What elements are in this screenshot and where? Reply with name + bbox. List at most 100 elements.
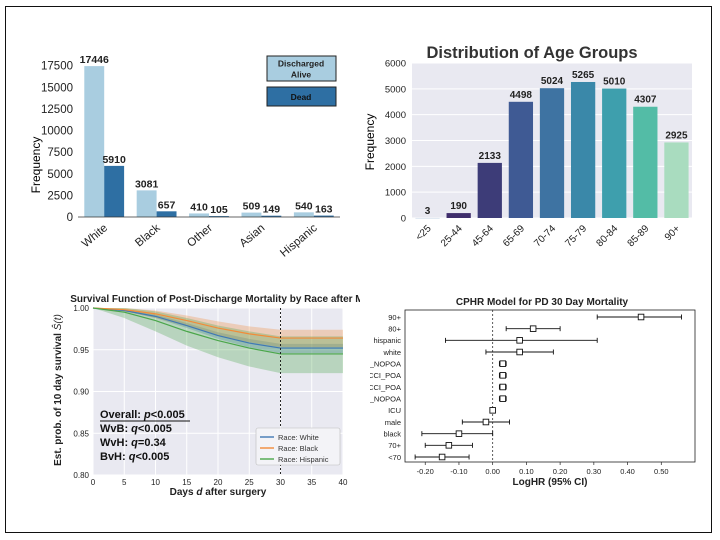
age-bar-label-9: 2925 — [665, 130, 688, 141]
forest-point-80 — [529, 325, 537, 332]
forest-row-label-70: 70+ — [388, 441, 401, 450]
bar-asian-discharged-alive — [241, 212, 262, 217]
km-legend-label-race-hispanic: Race: Hispanic — [278, 455, 329, 464]
race-y-tick-2500: 2500 — [47, 190, 73, 202]
forest-x-tick-0-20: 0.20 — [553, 467, 568, 476]
km-x-tick-30: 30 — [276, 478, 285, 487]
age-y-tick-2000: 2000 — [385, 162, 406, 173]
forest-row-label-90: 90+ — [388, 313, 401, 322]
age-x-tick-2: 25-44 — [439, 223, 465, 249]
age-x-tick-5: 70-74 — [532, 223, 558, 249]
km-y-tick-0.90: 0.90 — [73, 388, 89, 397]
bar-black-discharged-alive — [136, 190, 157, 217]
km-annotation-4: BvH: q<0.005 — [100, 451, 169, 463]
forest-row-label-cci-poa: CCI_POA — [370, 371, 401, 380]
age-chart-title: Distribution of Age Groups — [426, 44, 637, 62]
bar-label-other-dead: 105 — [210, 204, 228, 216]
km-y-tick-0.80: 0.80 — [73, 471, 89, 480]
bar-label-white-dead: 5910 — [102, 154, 126, 166]
km-y-axis-label: Est. prob. of 10 day survival Ŝ(t) — [51, 314, 64, 466]
bar-label-white-discharged-alive: 17446 — [80, 54, 109, 66]
age-bar-label-5: 5024 — [541, 76, 564, 87]
age-bar-label-2: 190 — [450, 201, 467, 212]
forest-row-label-iscci-nopoa: ISCCI_NOPOA — [370, 394, 401, 403]
km-x-tick-10: 10 — [151, 478, 160, 487]
bar-other-dead — [209, 216, 229, 217]
age-bar-label-3: 2133 — [479, 151, 502, 162]
km-y-tick-1.00: 1.00 — [73, 304, 89, 313]
race-y-tick-5000: 5000 — [47, 169, 73, 181]
age-bar-label-1: 3 — [425, 206, 431, 217]
forest-point-male — [482, 418, 490, 426]
forest-point-cci-nopoa — [499, 360, 507, 367]
age-bar-75-79 — [570, 81, 596, 218]
bar-black-dead — [156, 211, 177, 217]
legend-swatch-discharged-alive — [266, 55, 337, 82]
age-y-tick-0: 0 — [401, 214, 406, 225]
legend-swatch-dead — [266, 86, 337, 107]
forest-point-icu — [489, 407, 496, 414]
km-x-axis-label: Days d after surgery — [170, 487, 267, 498]
age-x-tick-7: 80-84 — [594, 223, 620, 249]
race-legend: Discharged Alive Dead — [266, 55, 337, 107]
bar-other-discharged-alive — [189, 213, 209, 217]
age-x-tick-4: 65-69 — [501, 223, 527, 249]
bar-asian-dead — [261, 215, 282, 217]
race-y-tick-0: 0 — [67, 212, 73, 224]
forest-x-tick-0-50: 0.50 — [654, 467, 669, 476]
km-legend-box — [255, 427, 341, 466]
km-x-tick-40: 40 — [339, 478, 348, 487]
km-x-tick-35: 35 — [307, 478, 316, 487]
km-x-tick-25: 25 — [245, 478, 254, 487]
age-bar-label-6: 5265 — [572, 70, 595, 81]
km-x-tick-20: 20 — [214, 478, 223, 487]
forest-row-label-hispanic: hispanic — [373, 336, 401, 345]
age-bar-label-4: 4498 — [510, 90, 533, 101]
race-y-tick-17500: 17500 — [41, 61, 73, 73]
forest-x-tick-0-10: -0.10 — [450, 467, 467, 476]
forest-point-iscci-poa — [499, 383, 507, 391]
km-line-race-hispanic — [92, 307, 343, 355]
forest-chart-title: CPHR Model for PD 30 Day Mortality — [456, 297, 629, 308]
forest-x-tick-0-40: 0.40 — [620, 467, 635, 476]
forest-row-label-iscci-poa: ISCCI_POA — [370, 383, 401, 392]
forest-row-label-icu: ICU — [388, 406, 401, 415]
forest-x-tick-0-20: -0.20 — [417, 467, 434, 476]
race-y-tick-7500: 7500 — [47, 147, 73, 159]
age-bar-label-7: 5010 — [603, 77, 626, 88]
race-x-tick-asian: Asian — [238, 222, 268, 250]
race-y-tick-10000: 10000 — [41, 126, 73, 138]
forest-point-cci-poa — [499, 372, 507, 379]
age-y-tick-5000: 5000 — [385, 84, 406, 95]
bar-white-discharged-alive — [84, 66, 105, 217]
age-bar-25-44 — [446, 213, 471, 218]
race-x-tick-black: Black — [133, 222, 162, 249]
km-y-tick-0.95: 0.95 — [73, 346, 89, 355]
age-y-tick-4000: 4000 — [385, 110, 406, 121]
age-bar-85-89 — [633, 106, 658, 218]
age-bar-45-64 — [477, 162, 502, 218]
km-annotation-1: Overall: p<0.005 — [100, 409, 185, 421]
bar-hispanic-dead — [313, 215, 334, 217]
race-y-tick-15000: 15000 — [41, 82, 73, 94]
age-x-tick-9: 90+ — [663, 223, 683, 243]
age-x-tick-3: 45-64 — [470, 223, 496, 249]
km-chart-title: Survival Function of Post-Discharge Mort… — [70, 294, 360, 305]
age-bar-label-8: 4307 — [634, 95, 657, 106]
forest-row-label-80: 80+ — [388, 324, 401, 333]
forest-plot-chart: CPHR Model for PD 30 Day Mortality 90+ 80… — [370, 297, 696, 488]
race-outcome-bar-chart: 17446 5910 3081 657 410 105 509 149 540 163 0 2500… — [29, 54, 340, 260]
race-y-tick-12500: 12500 — [41, 104, 73, 116]
forest-plot-frame — [404, 309, 696, 463]
km-x-tick-0: 0 — [91, 478, 96, 487]
age-distribution-bar-chart: Distribution of Age Groups 3 190 2133 4498 5… — [363, 44, 692, 249]
km-x-tick-5: 5 — [122, 478, 127, 487]
forest-row-label-black: black — [383, 429, 401, 438]
km-legend-label-race-white: Race: White — [278, 433, 319, 442]
forest-x-tick-0-10: 0.10 — [519, 467, 534, 476]
age-bar-25 — [415, 217, 440, 219]
forest-point-70 — [445, 442, 453, 449]
bar-hispanic-discharged-alive — [293, 212, 314, 217]
km-line-race-black — [92, 307, 343, 339]
forest-x-axis-label: LogHR (95% CI) — [513, 477, 588, 488]
